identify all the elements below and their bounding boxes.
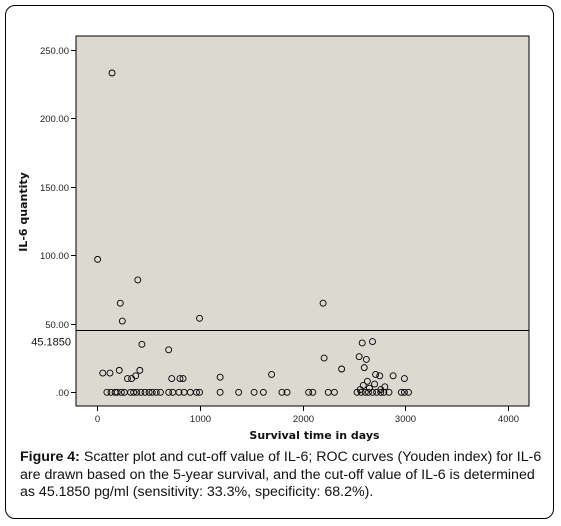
scatter-chart: .00 50.00 100.00 150.00 200.00 250.00 0 1000 200…	[17, 35, 530, 442]
data-point	[389, 372, 397, 380]
data-point	[369, 338, 376, 346]
data-point	[108, 69, 116, 77]
data-point	[362, 355, 370, 363]
x-tick-label: 2000	[293, 414, 314, 425]
data-point	[179, 375, 187, 383]
data-point	[365, 384, 373, 392]
data-point	[309, 388, 317, 396]
y-tick-label: .00	[56, 388, 69, 399]
data-point	[319, 299, 327, 307]
data-point	[320, 354, 328, 362]
caption-text: Scatter plot and cut-off value of IL-6; …	[20, 449, 542, 500]
data-point	[116, 299, 124, 307]
data-point	[381, 383, 389, 391]
y-axis-label: IL-6 quantity	[17, 172, 30, 252]
data-point	[196, 314, 203, 322]
data-point	[385, 388, 393, 396]
data-point	[117, 388, 125, 396]
y-tick-label: 150.00	[40, 183, 69, 194]
data-point	[235, 388, 243, 396]
data-point	[99, 369, 107, 377]
data-point	[363, 377, 371, 385]
data-point	[216, 388, 224, 396]
data-point	[360, 364, 368, 372]
data-point	[305, 388, 313, 396]
data-point	[216, 373, 224, 381]
data-point	[405, 388, 412, 396]
data-point	[113, 388, 121, 396]
data-point	[356, 386, 364, 394]
x-tick-label: 3000	[395, 414, 416, 425]
data-point	[130, 388, 138, 396]
data-point	[133, 388, 141, 396]
data-point	[175, 388, 183, 396]
data-point	[165, 388, 173, 396]
y-tick-label: 100.00	[40, 251, 69, 262]
data-point	[124, 375, 131, 383]
y-tick-label: 200.00	[40, 114, 69, 125]
data-point	[193, 388, 200, 396]
data-point	[250, 388, 258, 396]
x-tick-label: 0	[95, 414, 100, 425]
x-axis-label: Survival time in days	[249, 429, 380, 442]
x-tick-label: 4000	[498, 414, 519, 425]
figure-caption: Figure 4: Scatter plot and cut-off value…	[20, 449, 545, 502]
data-point	[268, 371, 276, 378]
data-point	[377, 388, 385, 396]
data-point	[138, 340, 146, 348]
data-point	[355, 353, 363, 361]
y-tick-label: 250.00	[40, 46, 69, 57]
data-point	[372, 371, 380, 378]
data-point	[103, 388, 111, 396]
data-point	[145, 388, 153, 396]
data-point	[165, 346, 173, 354]
data-point	[371, 380, 379, 388]
data-point	[156, 388, 164, 396]
data-point	[338, 365, 346, 373]
data-point	[132, 372, 140, 380]
data-point	[148, 388, 156, 396]
data-point	[283, 388, 291, 396]
data-point	[376, 372, 384, 380]
data-point	[259, 388, 267, 396]
x-tick-label: 1000	[190, 414, 211, 425]
data-point	[106, 369, 114, 377]
data-point	[397, 388, 405, 396]
plot-area	[75, 35, 530, 407]
y-tick-label: 50.00	[45, 320, 69, 331]
data-point	[400, 388, 408, 396]
data-point	[358, 339, 366, 347]
data-point	[176, 375, 184, 383]
data-point	[134, 276, 142, 284]
data-point	[136, 366, 144, 374]
data-point	[196, 388, 203, 396]
data-point	[115, 366, 123, 374]
data-point	[168, 375, 176, 383]
data-point	[330, 388, 338, 396]
data-point	[94, 255, 102, 263]
data-point	[141, 388, 149, 396]
data-point	[361, 388, 369, 396]
data-point	[118, 317, 126, 325]
data-point	[137, 388, 145, 396]
data-point	[152, 388, 160, 396]
data-point	[364, 388, 372, 396]
cutoff-label: 45.1850	[31, 337, 71, 349]
data-point	[400, 375, 408, 383]
data-point	[278, 388, 286, 396]
caption-label: Figure 4:	[20, 449, 80, 465]
